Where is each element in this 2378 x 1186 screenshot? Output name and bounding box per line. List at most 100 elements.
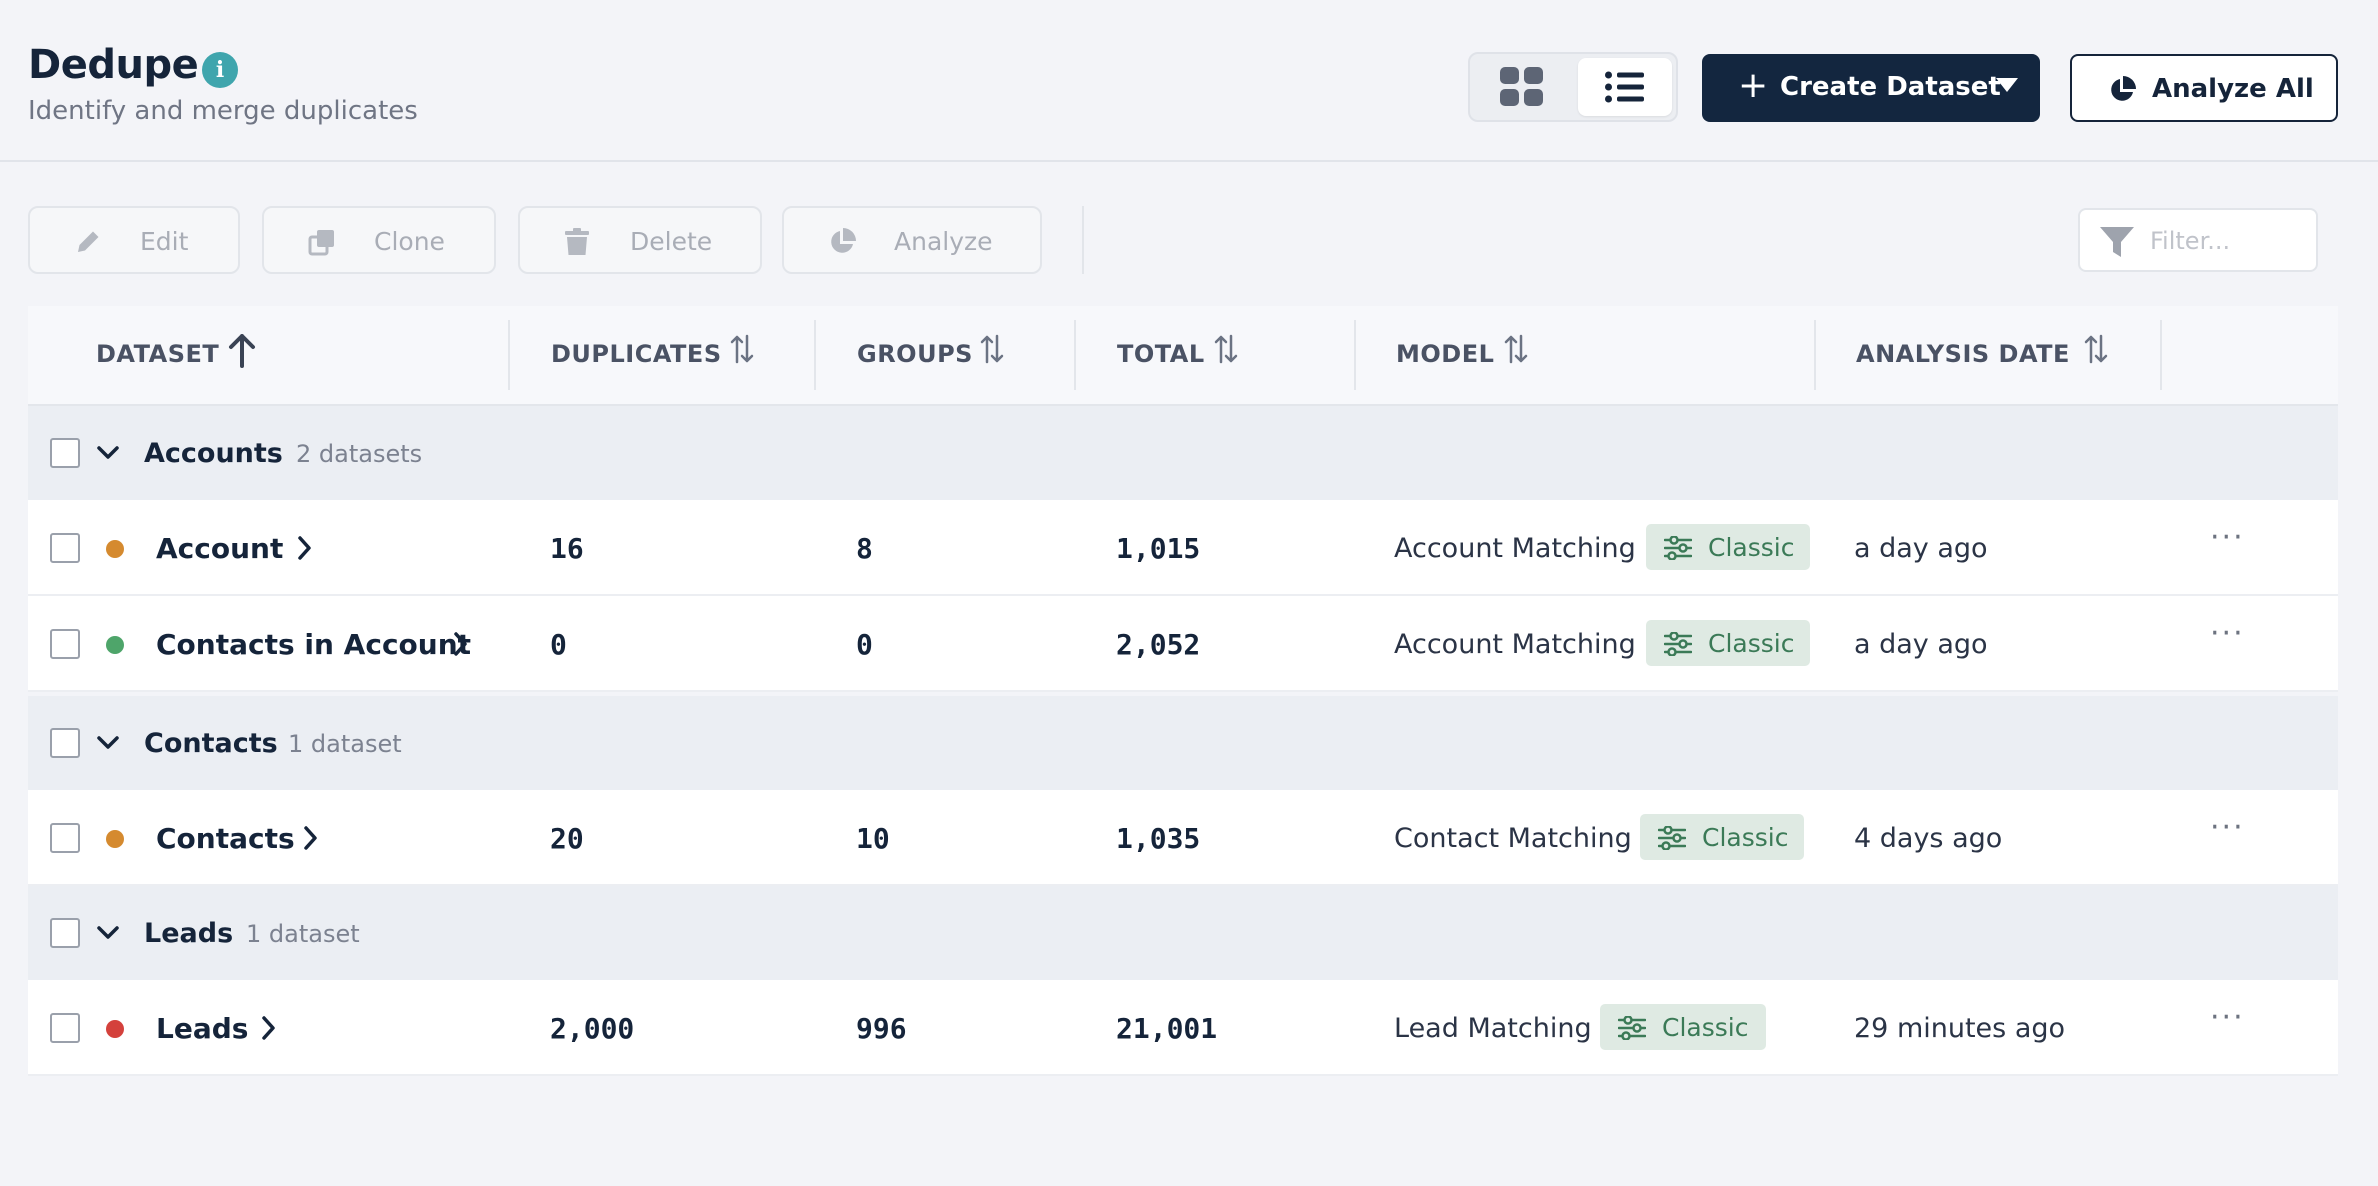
column-separator — [1814, 320, 1816, 390]
analysis-date: a day ago — [1854, 533, 1988, 564]
sort-icon[interactable] — [1504, 334, 1528, 364]
duplicates-value: 20 — [550, 822, 584, 855]
table-row[interactable]: Contacts 20 10 1,035 Contact Matching Cl… — [28, 790, 2338, 886]
row-checkbox[interactable] — [50, 533, 80, 563]
list-view-button[interactable] — [1578, 58, 1672, 116]
plus-icon: + — [1738, 65, 1769, 106]
pie-chart-icon — [2111, 76, 2136, 101]
badge-label: Classic — [1708, 533, 1795, 562]
create-dataset-label: Create Dataset — [1780, 72, 2001, 102]
list-icon — [1605, 71, 1644, 103]
chevron-down-icon[interactable] — [96, 920, 120, 944]
table-row[interactable]: Leads 2,000 996 21,001 Lead Matching Cla… — [28, 980, 2338, 1076]
toolbar-divider — [1082, 206, 1084, 274]
column-groups[interactable]: GROUPS — [857, 340, 973, 368]
status-dot — [106, 540, 124, 558]
group-name: Accounts — [144, 438, 283, 469]
total-value: 1,035 — [1116, 822, 1201, 855]
dropdown-caret-icon[interactable] — [1996, 78, 2018, 92]
create-dataset-button[interactable]: + Create Dataset — [1702, 54, 2040, 122]
badge-label: Classic — [1662, 1013, 1749, 1042]
chevron-right-icon[interactable] — [294, 534, 314, 562]
more-actions-icon[interactable]: ··· — [2210, 1000, 2245, 1035]
column-separator — [2160, 320, 2162, 390]
chevron-right-icon[interactable] — [450, 630, 470, 658]
grid-view-button[interactable] — [1476, 58, 1568, 116]
grid-icon — [1500, 67, 1543, 106]
status-dot — [106, 636, 124, 654]
dataset-name[interactable]: Contacts in Account — [156, 628, 472, 661]
dataset-name[interactable]: Contacts — [156, 822, 295, 855]
chevron-down-icon[interactable] — [96, 440, 120, 464]
group-checkbox[interactable] — [50, 438, 80, 468]
column-model[interactable]: MODEL — [1396, 340, 1495, 368]
group-checkbox[interactable] — [50, 918, 80, 948]
model-badge: Classic — [1646, 620, 1810, 666]
trash-icon — [565, 228, 589, 255]
dataset-name[interactable]: Leads — [156, 1012, 249, 1045]
chevron-right-icon[interactable] — [258, 1014, 278, 1042]
more-actions-icon[interactable]: ··· — [2210, 520, 2245, 555]
group-name: Contacts — [144, 728, 278, 759]
chevron-right-icon[interactable] — [300, 824, 320, 852]
status-dot — [106, 830, 124, 848]
analysis-date: 4 days ago — [1854, 823, 2003, 854]
groups-value: 996 — [856, 1012, 907, 1045]
copy-icon — [308, 230, 334, 256]
group-checkbox[interactable] — [50, 728, 80, 758]
group-row-leads: Leads 1 dataset — [28, 886, 2338, 980]
sort-icon[interactable] — [730, 334, 754, 364]
delete-label: Delete — [630, 227, 713, 256]
analyze-all-button[interactable]: Analyze All — [2070, 54, 2338, 122]
group-row-contacts: Contacts 1 dataset — [28, 696, 2338, 790]
delete-button[interactable]: Delete — [518, 206, 762, 274]
table-header: DATASET DUPLICATES GROUPS TOTAL MODEL AN… — [28, 306, 2338, 406]
chevron-down-icon[interactable] — [96, 730, 120, 754]
group-count: 1 dataset — [246, 920, 360, 948]
analyze-button[interactable]: Analyze — [782, 206, 1042, 274]
table-row[interactable]: Contacts in Account 0 0 2,052 Account Ma… — [28, 596, 2338, 692]
sort-icon[interactable] — [980, 334, 1004, 364]
model-badge: Classic — [1600, 1004, 1766, 1050]
duplicates-value: 0 — [550, 628, 567, 661]
duplicates-value: 16 — [550, 532, 584, 565]
analysis-date: 29 minutes ago — [1854, 1013, 2066, 1044]
total-value: 21,001 — [1116, 1012, 1218, 1045]
edit-button[interactable]: Edit — [28, 206, 240, 274]
more-actions-icon[interactable]: ··· — [2210, 616, 2245, 651]
table-row[interactable]: Account 16 8 1,015 Account Matching Clas… — [28, 500, 2338, 596]
edit-label: Edit — [140, 227, 189, 256]
model-badge: Classic — [1646, 524, 1810, 570]
group-name: Leads — [144, 918, 234, 949]
row-checkbox[interactable] — [50, 629, 80, 659]
clone-label: Clone — [374, 227, 445, 256]
groups-value: 10 — [856, 822, 890, 855]
badge-label: Classic — [1702, 823, 1789, 852]
filter-box[interactable] — [2078, 208, 2318, 272]
column-analysis-date[interactable]: ANALYSIS DATE — [1856, 340, 2070, 368]
column-dataset[interactable]: DATASET — [96, 340, 220, 368]
dataset-name[interactable]: Account — [156, 532, 284, 565]
duplicates-value: 2,000 — [550, 1012, 635, 1045]
info-icon[interactable]: i — [202, 52, 238, 88]
column-duplicates[interactable]: DUPLICATES — [551, 340, 722, 368]
filter-icon — [2100, 227, 2134, 257]
column-separator — [814, 320, 816, 390]
filter-input[interactable] — [2148, 222, 2302, 260]
row-checkbox[interactable] — [50, 1013, 80, 1043]
more-actions-icon[interactable]: ··· — [2210, 810, 2245, 845]
sliders-icon — [1658, 826, 1686, 850]
group-count: 1 dataset — [288, 730, 402, 758]
row-checkbox[interactable] — [50, 823, 80, 853]
column-total[interactable]: TOTAL — [1117, 340, 1205, 368]
analysis-date: a day ago — [1854, 629, 1988, 660]
page-title: Dedupe — [28, 42, 199, 88]
sort-ascending-icon[interactable] — [228, 334, 256, 368]
sliders-icon — [1618, 1016, 1646, 1040]
sort-icon[interactable] — [1214, 334, 1238, 364]
model-name: Account Matching — [1394, 533, 1636, 564]
column-separator — [1074, 320, 1076, 390]
sort-icon[interactable] — [2084, 334, 2108, 364]
column-separator — [508, 320, 510, 390]
clone-button[interactable]: Clone — [262, 206, 496, 274]
